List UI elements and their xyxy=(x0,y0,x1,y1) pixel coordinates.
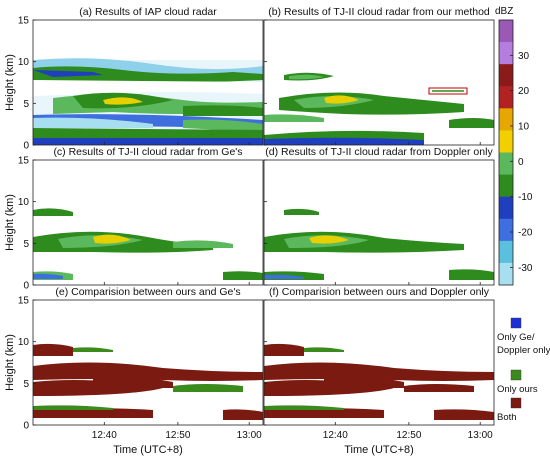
plot-frame-e xyxy=(32,299,264,426)
colorbar-segment xyxy=(499,218,513,242)
colorbar-segment xyxy=(499,262,513,286)
legend-item: Both xyxy=(497,397,522,423)
legend-item: Only Ge/Doppler only xyxy=(497,317,550,356)
legend-label: Only Ge/Doppler only xyxy=(497,332,550,356)
y-axis-label: Height (km) xyxy=(4,194,16,251)
x-axis-label: Time (UTC+8) xyxy=(344,444,414,456)
colorbar-segment xyxy=(499,64,513,87)
panel-a: (a) Results of IAP cloud radar 0 5 10 15 xyxy=(18,6,264,152)
colorbar-unit: dBZ xyxy=(495,6,513,17)
y-tick-label: 10 xyxy=(18,197,30,208)
heatmap-f xyxy=(264,300,494,425)
legend-swatch xyxy=(510,369,522,381)
y-tick-label: 0 xyxy=(23,281,29,292)
plot-frame-a xyxy=(32,19,264,146)
y-tick-label: 0 xyxy=(23,141,29,152)
plot-frame-d xyxy=(263,159,495,286)
colorbar: dBZ 30 20 10 0 -10 -20 -30 xyxy=(495,6,533,286)
colorbar-segment xyxy=(499,20,513,43)
legend: Only Ge/Doppler only Only ours Both xyxy=(497,317,550,423)
x-axis-label: Time (UTC+8) xyxy=(113,444,183,456)
colorbar-segment xyxy=(499,130,513,153)
colorbar-segment xyxy=(499,196,513,220)
colorbar-segment xyxy=(499,174,513,197)
y-tick-label: 15 xyxy=(18,156,30,167)
x-tick-label: 12:40 xyxy=(92,430,117,441)
colorbar-tick-label: 10 xyxy=(518,122,530,133)
colorbar-tick-label: 20 xyxy=(518,86,530,97)
y-tick-label: 5 xyxy=(23,99,29,110)
y-axis-label: Height (km) xyxy=(4,334,16,391)
colorbar-tick-label: 30 xyxy=(518,51,530,62)
plot-frame-f xyxy=(263,299,495,426)
panel-title-b: (b) Results of TJ-II cloud radar from ou… xyxy=(268,6,490,18)
colorbar-segment xyxy=(499,86,513,109)
y-tick-label: 10 xyxy=(18,57,30,68)
heatmap-b xyxy=(264,20,494,145)
panel-title-a: (a) Results of IAP cloud radar xyxy=(79,6,217,18)
panel-title-d: (d) Results of TJ-II cloud radar from Do… xyxy=(265,146,493,158)
colorbar-segment xyxy=(499,152,513,175)
legend-swatch xyxy=(510,397,522,409)
colorbar-tick-label: 0 xyxy=(518,157,524,168)
x-tick-label: 12:50 xyxy=(165,430,190,441)
panels-layer: (a) Results of IAP cloud radar 0 5 10 15 (b) … xyxy=(18,6,495,441)
x-tick-label: 12:50 xyxy=(396,430,421,441)
colorbar-frame xyxy=(498,19,514,286)
y-tick-label: 10 xyxy=(18,337,30,348)
panel-c: (c) Results of TJ-II cloud radar from Ge… xyxy=(18,146,264,292)
plot-frame-b xyxy=(263,19,495,146)
x-tick-label: 12:40 xyxy=(323,430,348,441)
plot-frame-c xyxy=(32,159,264,286)
panel-e: (e) Comparision between ours and Ge's 0 5 1… xyxy=(18,286,264,441)
colorbar-segment xyxy=(499,240,513,264)
legend-label: Only ours xyxy=(497,384,538,395)
x-tick-label: 13:00 xyxy=(237,430,262,441)
colorbar-tick-label: -30 xyxy=(518,263,533,274)
panel-title-c: (c) Results of TJ-II cloud radar from Ge… xyxy=(53,146,242,158)
y-tick-label: 15 xyxy=(18,16,30,27)
colorbar-segment xyxy=(499,42,513,65)
y-tick-label: 5 xyxy=(23,379,29,390)
panel-d: (d) Results of TJ-II cloud radar from Do… xyxy=(263,146,495,286)
legend-item: Only ours xyxy=(497,369,538,395)
legend-label: Both xyxy=(497,412,517,423)
colorbar-tick-label: -10 xyxy=(518,192,533,203)
y-tick-label: 15 xyxy=(18,296,30,307)
heatmap-d xyxy=(264,160,494,285)
colorbar-tick-label: -20 xyxy=(518,228,533,239)
heatmap-a xyxy=(33,20,263,145)
panel-b: (b) Results of TJ-II cloud radar from ou… xyxy=(263,6,495,146)
heatmap-c xyxy=(33,160,263,285)
y-tick-label: 5 xyxy=(23,239,29,250)
panel-title-e: (e) Comparision between ours and Ge's xyxy=(55,286,240,298)
heatmap-e xyxy=(33,300,263,425)
colorbar-segment xyxy=(499,108,513,131)
panel-f: (f) Comparision between ours and Doppler… xyxy=(263,286,495,441)
x-tick-label: 13:00 xyxy=(468,430,493,441)
legend-swatch xyxy=(510,317,522,329)
y-axis-label: Height (km) xyxy=(4,54,16,111)
y-tick-label: 0 xyxy=(23,421,29,432)
panel-title-f: (f) Comparision between ours and Doppler… xyxy=(269,286,490,298)
axis-labels-layer: Height (km) Height (km) Height (km) Time (U… xyxy=(4,54,414,456)
